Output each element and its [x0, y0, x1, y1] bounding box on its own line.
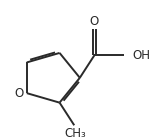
Text: O: O: [14, 87, 23, 100]
Text: O: O: [90, 15, 99, 28]
Text: OH: OH: [133, 49, 151, 62]
Text: CH₃: CH₃: [65, 127, 87, 140]
